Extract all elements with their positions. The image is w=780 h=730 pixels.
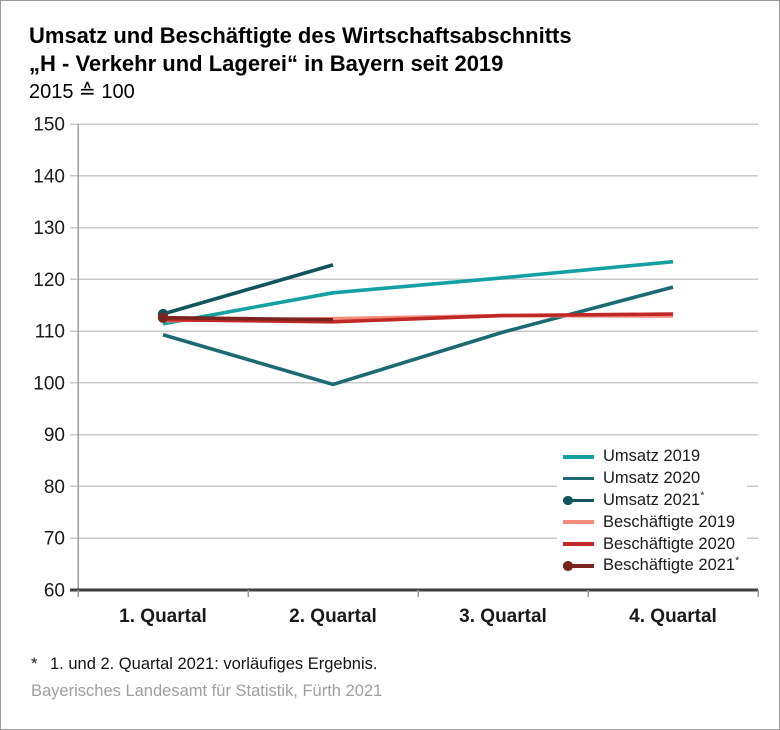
- series-start-marker-besch-ftigte-2021: [157, 312, 169, 323]
- x-tick-label: 2. Quartal: [289, 606, 377, 627]
- legend-marker-dot: [563, 495, 573, 506]
- title-block: Umsatz und Beschäftigte des Wirtschaftsa…: [29, 22, 572, 106]
- legend-label: Umsatz 2020: [603, 469, 701, 488]
- legend-line-swatch-besch-ftigte-2021: [563, 560, 594, 572]
- series-line-umsatz-2019: [162, 259, 674, 326]
- series-line-umsatz-2020: [162, 285, 674, 387]
- x-tick-label: 4. Quartal: [629, 606, 717, 627]
- legend-line-swatch-umsatz-2020: [563, 473, 594, 485]
- y-tick-label: 90: [44, 425, 65, 446]
- legend-item-besch-ftigte-2020: Beschäftigte 2020: [563, 533, 739, 555]
- legend-label: Umsatz 2019: [603, 447, 701, 466]
- legend-label: Umsatz 2021*: [603, 489, 705, 509]
- footnote-marker: *: [31, 655, 38, 673]
- legend-label: Beschäftigte 2019: [603, 512, 736, 531]
- y-tick-label: 100: [33, 373, 65, 394]
- series-line-besch-ftigte-2021: [162, 315, 334, 322]
- legend-item-umsatz-2021: Umsatz 2021*: [563, 490, 739, 512]
- chart-legend: Umsatz 2019 Umsatz 2020 Umsatz 2021* Beschä…: [557, 443, 748, 583]
- legend-item-besch-ftigte-2021: Beschäftigte 2021*: [563, 555, 739, 577]
- y-tick-label: 140: [33, 166, 65, 187]
- y-tick-label: 70: [44, 529, 65, 550]
- footnote-text: 1. und 2. Quartal 2021: vorläufiges Erge…: [50, 655, 378, 673]
- y-tick-label: 150: [33, 115, 65, 136]
- legend-line-swatch-besch-ftigte-2019: [563, 516, 594, 528]
- legend-item-umsatz-2019: Umsatz 2019: [563, 446, 739, 468]
- legend-label: Beschäftigte 2020: [603, 534, 736, 553]
- legend-line-swatch-besch-ftigte-2020: [563, 538, 594, 550]
- y-tick-label: 80: [44, 477, 65, 498]
- chart-title-line2: „H - Verkehr und Lagerei“ in Bayern seit…: [29, 51, 504, 76]
- source-attribution: Bayerisches Landesamt für Statistik, Für…: [31, 682, 383, 700]
- legend-label: Beschäftigte 2021*: [603, 554, 740, 575]
- legend-item-besch-ftigte-2019: Beschäftigte 2019: [563, 511, 739, 533]
- legend-line-swatch-umsatz-2019: [563, 451, 594, 463]
- footnote: * 1. und 2. Quartal 2021: vorläufiges Er…: [31, 655, 377, 674]
- y-tick-label: 110: [35, 322, 65, 343]
- series-line-umsatz-2021: [162, 263, 334, 316]
- x-tick-label: 3. Quartal: [459, 606, 547, 627]
- legend-marker-dot: [563, 561, 573, 571]
- legend-item-umsatz-2020: Umsatz 2020: [563, 468, 739, 490]
- chart-subtitle: 2015 ≙ 100: [29, 81, 135, 103]
- legend-line-swatch-umsatz-2021: [563, 494, 594, 506]
- y-tick-label: 120: [33, 270, 65, 291]
- y-tick-label: 130: [33, 218, 65, 239]
- chart-title-line1: Umsatz und Beschäftigte des Wirtschaftsa…: [29, 23, 572, 48]
- series-line-besch-ftigte-2020: [162, 312, 674, 324]
- x-tick-label: 1. Quartal: [119, 606, 207, 627]
- y-tick-label: 60: [44, 581, 65, 602]
